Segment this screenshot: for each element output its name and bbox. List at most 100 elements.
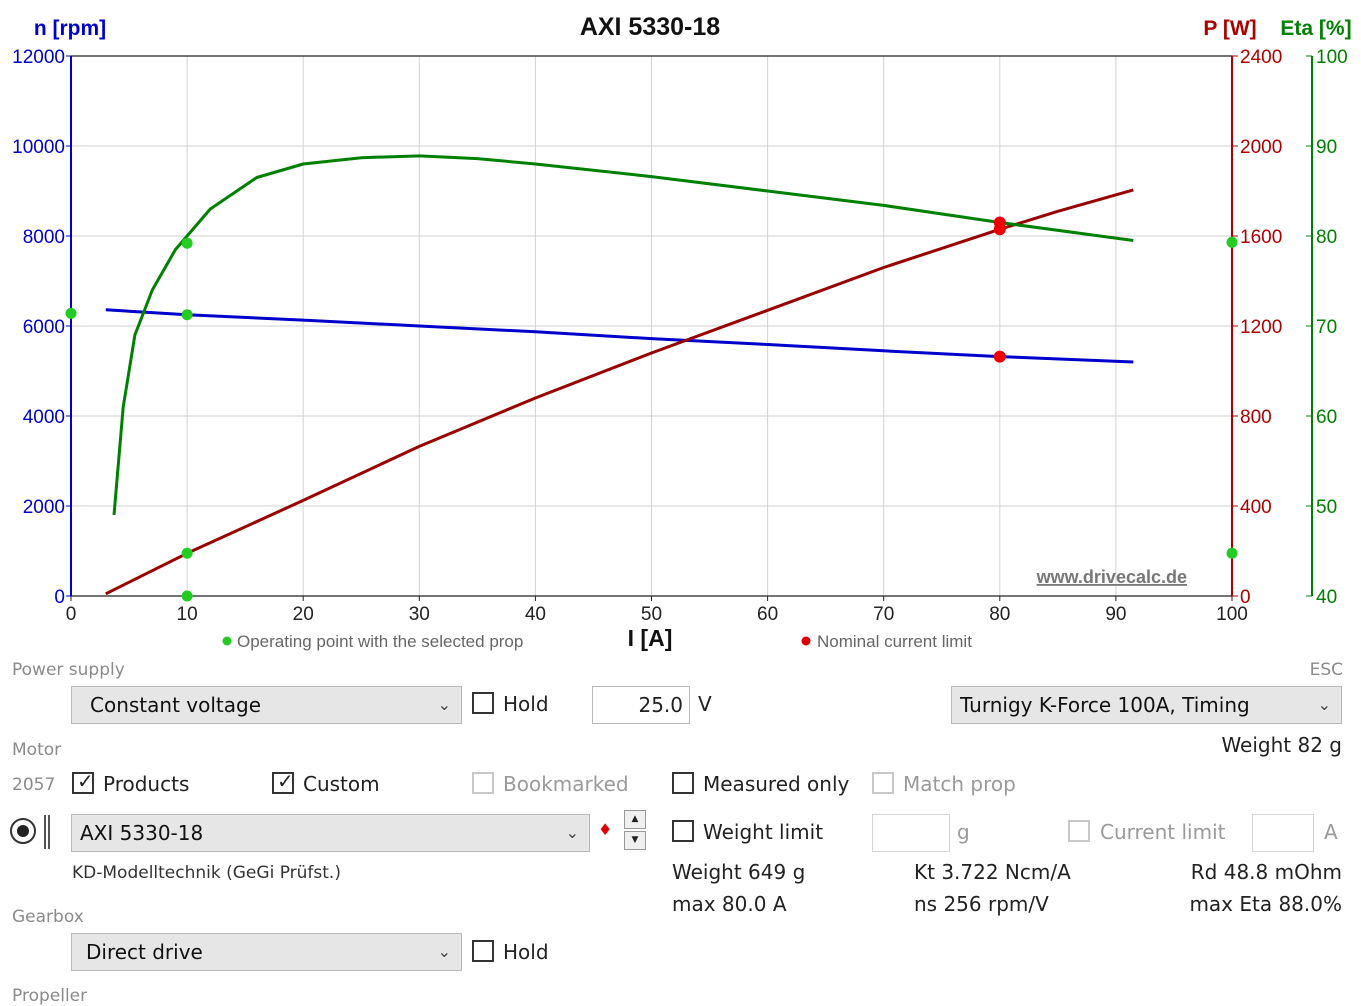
voltage-unit: V xyxy=(698,692,712,716)
esc-select[interactable]: Turnigy K-Force 100A, Timing 26,5° ⌄ xyxy=(951,686,1342,724)
current-limit-label: Current limit xyxy=(1100,820,1226,844)
limit-indicator-icon: ♦ xyxy=(598,820,613,839)
x-tick-label: 30 xyxy=(409,604,430,625)
y-right2-tick-label: 60 xyxy=(1316,407,1337,428)
power-supply-hold-checkbox[interactable] xyxy=(472,692,494,714)
motor-ns: ns 256 rpm/V xyxy=(914,892,1049,916)
operating-point xyxy=(1226,547,1238,559)
weight-limit-input[interactable] xyxy=(872,814,950,852)
x-tick-label: 40 xyxy=(525,604,546,625)
y-right1-tick-label: 2000 xyxy=(1240,137,1282,158)
y-right1-tick-label: 400 xyxy=(1240,497,1272,518)
motor-source: KD-Modelltechnik (GeGi Prüfst.) xyxy=(72,863,341,883)
y-right2-tick-label: 100 xyxy=(1316,47,1348,68)
motor-rd: Rd 48.8 mOhm xyxy=(1190,860,1342,884)
operating-point xyxy=(181,590,193,602)
power-supply-mode-select[interactable]: Constant voltage ⌄ xyxy=(71,686,462,724)
y-right1-tick-label: 2400 xyxy=(1240,47,1282,68)
y-left-tick-label: 0 xyxy=(54,587,65,608)
checkmark-icon: ✓ xyxy=(77,769,94,793)
gearbox-hold-checkbox[interactable] xyxy=(472,940,494,962)
current-limit-checkbox[interactable] xyxy=(1068,820,1090,842)
motor-section-label: Motor xyxy=(12,740,62,760)
series-eta-line xyxy=(112,154,1134,516)
gearbox-select[interactable]: Direct drive ⌄ xyxy=(71,933,462,971)
voltage-input[interactable]: 25.0 xyxy=(592,686,690,724)
x-tick-label: 70 xyxy=(873,604,894,625)
operating-point xyxy=(65,307,77,319)
custom-label: Custom xyxy=(303,772,380,796)
y-left-tick-label: 6000 xyxy=(23,317,65,338)
checkmark-icon: ✓ xyxy=(277,769,294,793)
watermark: www.drivecalc.de xyxy=(1036,567,1187,587)
x-tick-label: 60 xyxy=(757,604,778,625)
y-right1-tick-label: 1600 xyxy=(1240,227,1282,248)
legend-operating-point: Operating point with the selected prop xyxy=(222,632,523,651)
y-right2-tick-label: 70 xyxy=(1316,317,1337,338)
y-left-tick-label: 2000 xyxy=(23,497,65,518)
esc-weight: Weight 82 g xyxy=(1221,733,1342,757)
operating-point xyxy=(181,237,193,249)
motor-value: AXI 5330-18 xyxy=(80,821,204,845)
esc-section-label: ESC xyxy=(1309,660,1343,680)
weight-limit-checkbox[interactable] xyxy=(672,820,694,842)
motor-chart: 0 10 20 30 40 50 60 70 80 90 100020004000600080001… xyxy=(12,13,1351,651)
esc-value: Turnigy K-Force 100A, Timing 26,5° xyxy=(960,693,1250,717)
legend-current-limit-label: Nominal current limit xyxy=(817,632,972,651)
products-checkbox[interactable]: ✓ xyxy=(72,769,94,794)
chevron-down-icon: ⌄ xyxy=(1313,687,1331,723)
motor-count: 2057 xyxy=(12,775,56,795)
chevron-down-icon: ⌄ xyxy=(437,695,451,714)
motor-max-current: max 80.0 A xyxy=(672,892,787,916)
y-left-tick-label: 12000 xyxy=(12,47,65,68)
custom-checkbox[interactable]: ✓ xyxy=(272,769,294,794)
motor-select[interactable]: AXI 5330-18 ⌄ xyxy=(71,814,590,852)
operating-point xyxy=(181,309,193,321)
weight-limit-unit: g xyxy=(957,820,970,844)
x-tick-label: 80 xyxy=(989,604,1010,625)
current-limit-input[interactable] xyxy=(1252,814,1314,852)
y-right1-tick-label: 800 xyxy=(1240,407,1272,428)
grip-handle-icon[interactable] xyxy=(44,815,52,849)
chevron-down-icon: ⌄ xyxy=(437,942,451,961)
gearbox-value: Direct drive xyxy=(86,940,203,964)
current-limit-unit: A xyxy=(1324,820,1338,844)
gearbox-hold-label: Hold xyxy=(503,940,549,964)
series-n-line xyxy=(105,308,1134,364)
chart-title: AXI 5330-18 xyxy=(580,13,720,41)
chart-points xyxy=(65,216,1238,602)
y-left-tick-label: 8000 xyxy=(23,227,65,248)
legend-current-limit: Nominal current limit xyxy=(801,632,972,651)
x-tick-label: 90 xyxy=(1105,604,1126,625)
motor-kt: Kt 3.722 Ncm/A xyxy=(914,860,1071,884)
operating-point xyxy=(181,547,193,559)
power-supply-section-label: Power supply xyxy=(12,660,125,680)
bookmarked-checkbox[interactable] xyxy=(472,772,494,794)
x-tick-label: 20 xyxy=(293,604,314,625)
chart-grid xyxy=(71,55,1232,597)
x-tick-label: 10 xyxy=(177,604,198,625)
bookmarked-label: Bookmarked xyxy=(503,772,629,796)
radio-dot-icon xyxy=(17,825,29,837)
match-prop-label: Match prop xyxy=(903,772,1016,796)
chart-ticks: 0 10 20 30 40 50 60 70 80 90 100020004000600080001… xyxy=(12,47,1348,625)
measured-only-checkbox[interactable] xyxy=(672,772,694,794)
y-right2-label: Eta [%] xyxy=(1280,17,1351,40)
propeller-section-label: Propeller xyxy=(12,986,88,1006)
y-left-label: n [rpm] xyxy=(34,17,106,40)
chart-series xyxy=(105,154,1134,596)
match-prop-checkbox[interactable] xyxy=(872,772,894,794)
x-tick-label: 50 xyxy=(641,604,662,625)
arrow-down-icon[interactable]: ▼ xyxy=(624,831,646,850)
arrow-up-icon[interactable]: ▲ xyxy=(624,810,646,829)
y-right2-tick-label: 90 xyxy=(1316,137,1337,158)
products-label: Products xyxy=(103,772,190,796)
measured-only-label: Measured only xyxy=(703,772,850,796)
chevron-down-icon: ⌄ xyxy=(565,823,579,842)
current-limit-point xyxy=(993,350,1006,363)
motor-radio-button[interactable] xyxy=(10,818,36,844)
motor-spinner[interactable]: ▲ ▼ xyxy=(624,810,646,850)
y-left-tick-label: 4000 xyxy=(23,407,65,428)
operating-point xyxy=(1226,236,1238,248)
power-supply-mode-value: Constant voltage xyxy=(90,693,261,717)
